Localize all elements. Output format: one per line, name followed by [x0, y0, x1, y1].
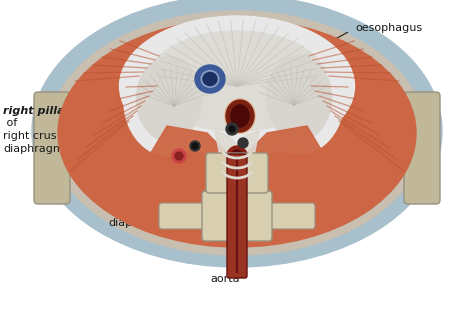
Circle shape: [238, 138, 248, 148]
Ellipse shape: [58, 19, 416, 247]
Text: diaphragm: diaphragm: [265, 218, 326, 228]
FancyBboxPatch shape: [34, 92, 70, 204]
Text: left pillar: left pillar: [340, 106, 398, 116]
Ellipse shape: [226, 146, 248, 172]
Text: oesophagus: oesophagus: [355, 23, 422, 33]
Ellipse shape: [254, 44, 344, 154]
Circle shape: [172, 149, 186, 163]
Circle shape: [192, 143, 198, 149]
Text: left crus of the: left crus of the: [265, 204, 346, 214]
Ellipse shape: [201, 70, 219, 88]
FancyBboxPatch shape: [404, 92, 440, 204]
Ellipse shape: [203, 72, 217, 86]
Polygon shape: [149, 126, 227, 201]
Text: of right: of right: [340, 118, 384, 128]
Ellipse shape: [230, 150, 244, 168]
Polygon shape: [215, 131, 259, 193]
Text: diaphragm: diaphragm: [108, 218, 169, 228]
Ellipse shape: [119, 16, 355, 156]
Ellipse shape: [224, 98, 256, 134]
Text: right crus of the: right crus of the: [3, 131, 92, 141]
Ellipse shape: [266, 56, 331, 141]
FancyBboxPatch shape: [267, 203, 315, 229]
Text: diaphragm: diaphragm: [340, 144, 401, 154]
Circle shape: [175, 152, 183, 160]
Ellipse shape: [226, 100, 254, 132]
Circle shape: [226, 123, 238, 135]
Polygon shape: [247, 126, 325, 201]
FancyBboxPatch shape: [159, 203, 207, 229]
FancyBboxPatch shape: [206, 153, 268, 193]
Ellipse shape: [195, 65, 225, 93]
Text: aorta: aorta: [210, 274, 239, 284]
Text: diaphragm: diaphragm: [3, 144, 64, 154]
Text: right crus of the: right crus of the: [108, 204, 198, 214]
Circle shape: [190, 141, 200, 151]
Text: right pillar: right pillar: [3, 106, 70, 116]
Ellipse shape: [32, 0, 442, 267]
Circle shape: [229, 126, 235, 132]
Text: of: of: [3, 118, 17, 128]
Ellipse shape: [147, 31, 327, 131]
Ellipse shape: [231, 105, 249, 127]
FancyBboxPatch shape: [229, 232, 245, 254]
Text: crus of the: crus of the: [340, 131, 400, 141]
Ellipse shape: [124, 46, 214, 156]
Ellipse shape: [49, 11, 425, 255]
Ellipse shape: [137, 57, 201, 142]
FancyBboxPatch shape: [202, 191, 272, 241]
FancyBboxPatch shape: [227, 154, 247, 278]
